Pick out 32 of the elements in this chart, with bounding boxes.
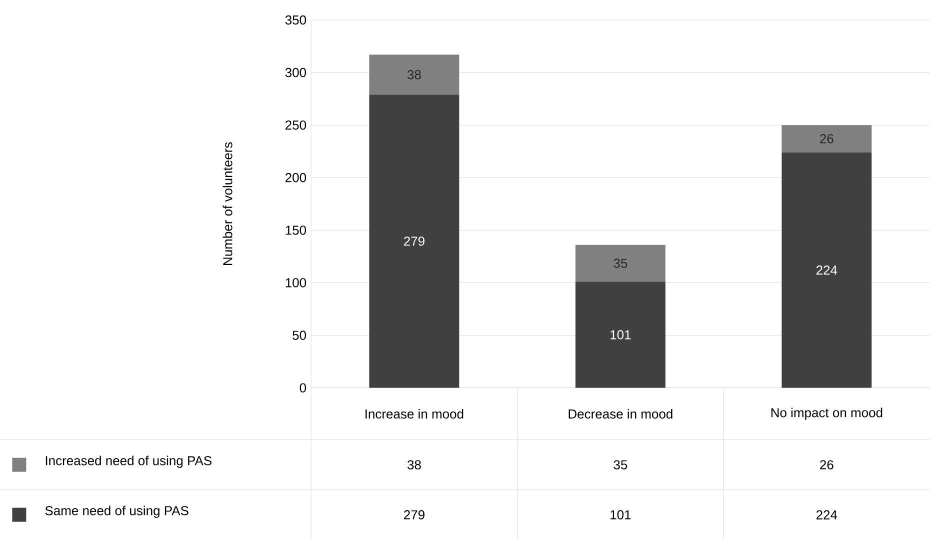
- data-label: 101: [610, 510, 631, 520]
- legend-label: Increased need of using PAS: [46, 456, 212, 468]
- data-label: 26: [820, 460, 834, 470]
- x-tick-label: Increase in mood: [366, 409, 464, 419]
- bar: [782, 125, 872, 153]
- y-tick-label: 100: [286, 278, 306, 288]
- y-axis-title: Number of volunteers: [222, 142, 232, 266]
- y-tick-label: 50: [292, 330, 306, 340]
- x-tick-label: No impact on mood: [771, 408, 882, 420]
- data-label: 38: [408, 460, 421, 470]
- text: 279: [404, 236, 424, 246]
- y-tick-label: 150: [286, 226, 306, 235]
- text: 101: [610, 330, 631, 340]
- y-tick-label: 200: [286, 173, 306, 182]
- x-tick-label: Decrease in mood: [568, 409, 672, 419]
- bar: [782, 152, 872, 388]
- bar: [369, 94, 460, 388]
- text: 35: [614, 258, 628, 268]
- legend-label: Same need of using PAS: [45, 506, 188, 518]
- text: 224: [816, 266, 838, 275]
- bar: [369, 54, 460, 95]
- data-label: 224: [816, 510, 838, 520]
- y-tick-label: 250: [286, 120, 306, 130]
- y-tick-label: 300: [285, 68, 306, 78]
- y-tick-label: 0: [300, 383, 306, 393]
- data-label: 35: [614, 460, 628, 470]
- bar: [575, 282, 666, 388]
- text: 26: [820, 134, 834, 144]
- bar: [575, 245, 666, 282]
- y-tick-label: 350: [285, 15, 306, 25]
- text: 38: [408, 70, 421, 80]
- data-label: 279: [404, 510, 424, 520]
